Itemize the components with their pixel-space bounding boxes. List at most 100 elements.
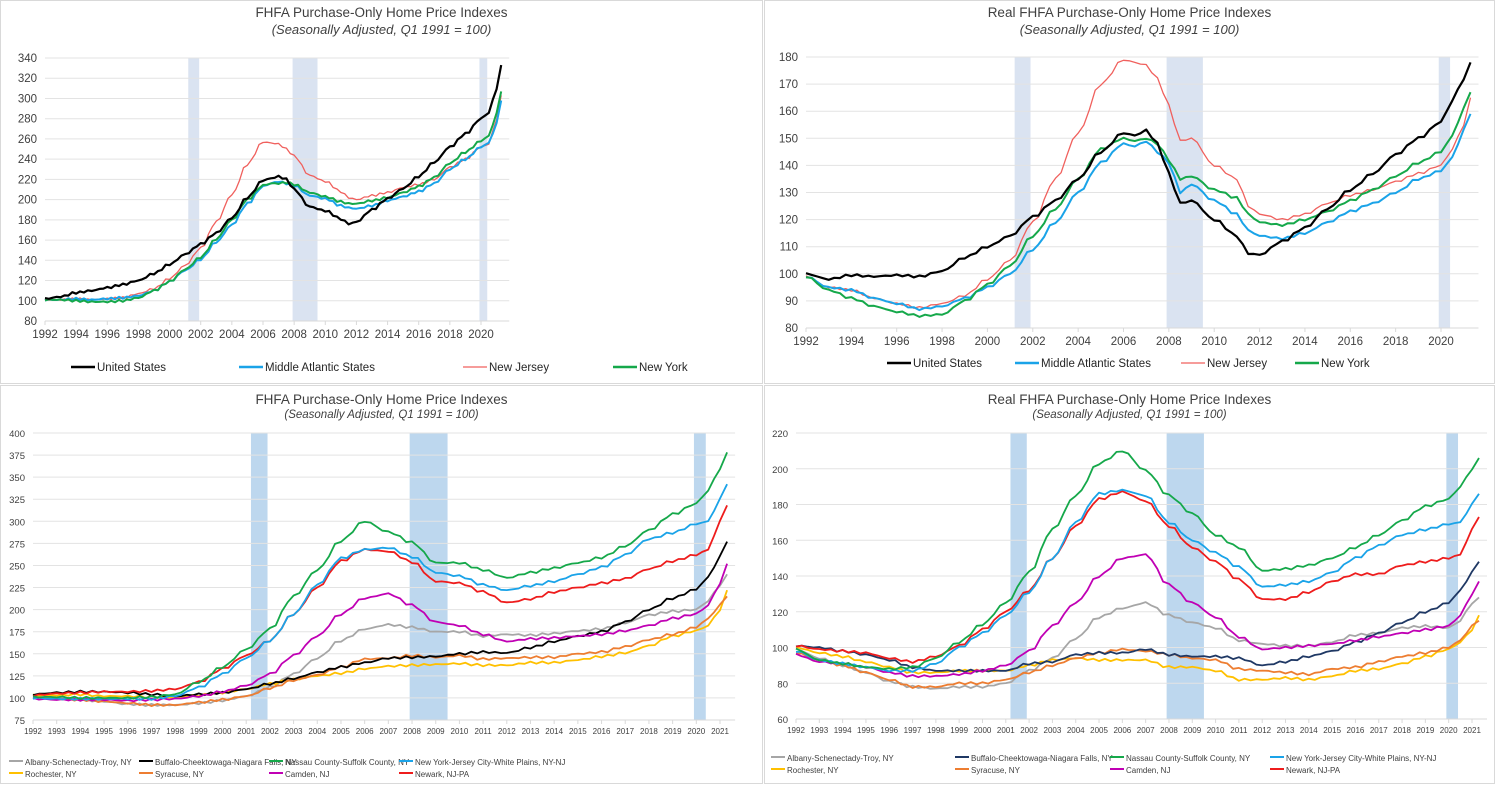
- legend-label: Nassau County-Suffolk County, NY: [1126, 754, 1251, 763]
- series-line-new-york-jersey-city-white-plains-ny-nj: [32, 483, 728, 701]
- y-tick-label: 180: [18, 215, 37, 227]
- x-tick-label: 2007: [379, 727, 397, 736]
- y-tick-label: 150: [9, 650, 25, 661]
- legend-label: Rochester, NY: [787, 766, 839, 775]
- y-tick-label: 60: [777, 715, 788, 726]
- y-tick-label: 375: [9, 451, 25, 462]
- series-line-syracuse-ny: [795, 619, 1480, 689]
- x-tick-label: 1996: [884, 336, 910, 348]
- x-tick-label: 2005: [1090, 726, 1108, 735]
- y-tick-label: 120: [18, 276, 37, 288]
- chart-title: FHFA Purchase-Only Home Price Indexes: [255, 392, 508, 407]
- y-tick-label: 90: [785, 296, 798, 308]
- x-tick-label: 2006: [1113, 726, 1131, 735]
- x-tick-label: 2012: [1253, 726, 1271, 735]
- x-tick-label: 2008: [1156, 336, 1182, 348]
- y-tick-label: 200: [9, 606, 25, 617]
- x-tick-label: 2008: [281, 329, 307, 341]
- x-tick-label: 2020: [468, 329, 494, 341]
- recession-bands: [250, 433, 706, 720]
- x-tick-label: 2005: [332, 727, 350, 736]
- x-tick-label: 2017: [616, 727, 634, 736]
- chart-panel-nominal-state: FHFA Purchase-Only Home Price Indexes (S…: [0, 0, 763, 384]
- x-tick-label: 2013: [522, 727, 540, 736]
- series-line-nassau-county-suffolk-county-ny: [795, 450, 1480, 671]
- x-tick-label: 1996: [94, 329, 120, 341]
- legend-label: Rochester, NY: [25, 770, 77, 779]
- x-tick-label: 2021: [1463, 726, 1481, 735]
- recession-band: [188, 58, 200, 321]
- x-tick-label: 2000: [214, 727, 232, 736]
- chart-title: FHFA Purchase-Only Home Price Indexes: [255, 5, 508, 20]
- x-tick-label: 1994: [839, 336, 865, 348]
- x-tick-label: 2018: [1383, 336, 1409, 348]
- legend-label: New Jersey: [489, 362, 549, 374]
- y-tick-label: 100: [9, 694, 25, 705]
- series-line-new-york: [44, 91, 503, 304]
- x-tick-label: 2000: [974, 726, 992, 735]
- x-tick-label: 2004: [308, 727, 326, 736]
- y-tick-label: 140: [772, 572, 788, 583]
- x-tick-label: 1996: [119, 727, 137, 736]
- x-tick-label: 1993: [48, 727, 66, 736]
- x-tick-label: 1996: [880, 726, 898, 735]
- y-tick-label: 180: [772, 501, 788, 512]
- x-tick-label: 1994: [63, 329, 89, 341]
- x-tick-label: 1998: [927, 726, 945, 735]
- x-tick-label: 2020: [1428, 336, 1454, 348]
- x-tick-label: 1997: [143, 727, 161, 736]
- y-tick-label: 220: [772, 429, 788, 440]
- series-line-buffalo-cheektowaga-niagara-falls-ny: [795, 561, 1480, 673]
- chart-svg: 80 90 100 110 120 130 140 150 160 170 180 1992 1994 1…: [779, 52, 1479, 370]
- x-tick-label: 1994: [834, 726, 852, 735]
- x-tick-label: 2001: [997, 726, 1015, 735]
- x-tick-label: 2003: [1044, 726, 1062, 735]
- y-tick-label: 250: [9, 561, 25, 572]
- legend-item: Nassau County-Suffolk County, NY: [269, 758, 410, 767]
- x-tick-label: 2006: [1111, 336, 1137, 348]
- y-tick-label: 80: [777, 679, 788, 690]
- legend-label: New York-Jersey City-White Plains, NY-NJ: [1286, 754, 1436, 763]
- legend-label: United States: [97, 362, 166, 374]
- legend-item: Camden, NJ: [269, 770, 329, 779]
- x-tick-label: 1994: [71, 727, 89, 736]
- legend-item: Rochester, NY: [9, 770, 77, 779]
- y-gridlines: [806, 56, 1479, 302]
- legend-label: Middle Atlantic States: [265, 362, 375, 374]
- x-tick-label: 2008: [1160, 726, 1178, 735]
- legend-item: Syracuse, NY: [139, 770, 205, 779]
- x-tick-label: 2010: [451, 727, 469, 736]
- y-tick-label: 100: [779, 269, 798, 281]
- x-tick-label: 2016: [1347, 726, 1365, 735]
- legend-label: Newark, NJ-PA: [1286, 766, 1341, 775]
- legend-label: New York: [639, 362, 688, 374]
- y-tick-label: 350: [9, 473, 25, 484]
- chart-subtitle: (Seasonally Adjusted, Q1 1991 = 100): [1032, 409, 1227, 421]
- series-lines: [32, 452, 728, 707]
- legend-item: New York-Jersey City-White Plains, NY-NJ: [1270, 754, 1436, 763]
- legend-label: Buffalo-Cheektowaga-Niagara Falls, NY: [155, 758, 297, 767]
- x-tick-label: 2002: [188, 329, 214, 341]
- legend-item: Middle Atlantic States: [239, 362, 375, 374]
- legend: Albany-Schenectady-Troy, NY Buffalo-Cheek…: [771, 754, 1436, 775]
- series-line-camden-nj: [32, 563, 728, 703]
- y-tick-label: 130: [779, 188, 798, 200]
- series-line-nassau-county-suffolk-county-ny: [32, 452, 728, 700]
- series-line-albany-schenectady-troy-ny: [32, 573, 728, 707]
- chart-panel-real-metro: Real FHFA Purchase-Only Home Price Index…: [764, 385, 1495, 784]
- series-line-newark-nj-pa: [795, 490, 1480, 664]
- y-tick-label: 280: [18, 114, 37, 126]
- legend-label: Nassau County-Suffolk County, NY: [285, 758, 410, 767]
- chart-subtitle: (Seasonally Adjusted, Q1 1991 = 100): [1019, 22, 1240, 37]
- legend-label: Albany-Schenectady-Troy, NY: [787, 754, 894, 763]
- x-tick-label: 2014: [545, 727, 563, 736]
- series-line-middle-atlantic-states: [44, 100, 503, 302]
- series-line-newark-nj-pa: [32, 505, 728, 698]
- legend-label: New Jersey: [1207, 358, 1267, 370]
- series-line-new-jersey: [805, 59, 1472, 309]
- x-tick-label: 2002: [1020, 726, 1038, 735]
- y-tick-label: 110: [780, 242, 798, 254]
- legend-label: Buffalo-Cheektowaga-Niagara Falls, NY: [971, 754, 1113, 763]
- y-tick-label: 120: [772, 608, 788, 619]
- x-tick-label: 2017: [1370, 726, 1388, 735]
